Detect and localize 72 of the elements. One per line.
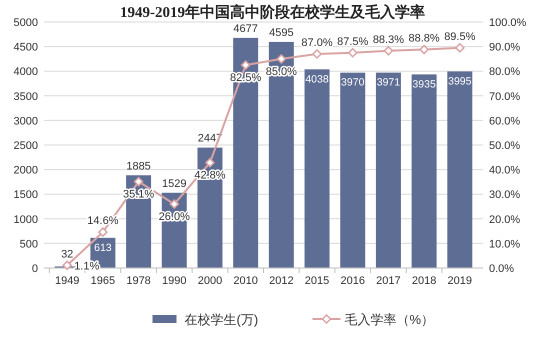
y2-tick-label: 80.0% <box>489 66 520 78</box>
x-tick-label: 2000 <box>198 275 222 287</box>
point <box>312 49 322 59</box>
y2-tick-label: 100.0% <box>489 17 527 29</box>
bar <box>447 71 472 268</box>
data-label: 88.8% <box>408 32 440 45</box>
point <box>240 60 250 70</box>
point <box>170 199 180 209</box>
y-tick-label: 1500 <box>14 189 38 202</box>
data-label: 4038 <box>305 73 329 86</box>
y-tick-label: 5000 <box>14 17 38 29</box>
y2-tick-label: 40.0% <box>489 164 520 177</box>
chart-title: 1949-2019年中国高中阶段在校学生及毛入学率 <box>120 3 425 21</box>
point <box>348 48 358 58</box>
data-label: 88.3% <box>372 34 404 46</box>
y-tick-label: 500 <box>20 238 38 250</box>
x-tick-label: 2019 <box>448 275 472 287</box>
y2-tick-label: 70.0% <box>489 90 520 103</box>
data-label: 3971 <box>376 76 400 89</box>
data-label: 3970 <box>341 76 365 89</box>
y-tick-label: 1000 <box>14 214 38 226</box>
bar <box>376 72 401 268</box>
x-tick-label: 2012 <box>269 275 294 287</box>
y-tick-label: 3000 <box>14 115 38 128</box>
y-tick-label: 2500 <box>14 140 38 152</box>
x-tick-label: 2010 <box>233 275 258 287</box>
data-label: 89.5% <box>444 30 476 43</box>
y-tick-label: 0 <box>32 263 38 275</box>
point <box>134 176 144 186</box>
point <box>455 43 465 53</box>
data-label: 1885 <box>126 160 151 172</box>
y-tick-label: 3500 <box>14 90 38 103</box>
y2-tick-label: 60.0% <box>489 115 520 128</box>
x-tick-label: 2018 <box>412 275 436 287</box>
data-label: 87.5% <box>337 36 369 48</box>
point <box>205 158 215 168</box>
x-tick-label: 1990 <box>162 275 187 287</box>
x-tick-label: 1965 <box>90 275 116 287</box>
x-tick-label: 1978 <box>126 275 151 287</box>
data-label: 32 <box>61 248 74 260</box>
data-label: 3995 <box>448 75 472 88</box>
data-label: 4677 <box>233 22 258 35</box>
y-tick-label: 4000 <box>14 66 38 78</box>
y2-tick-label: 20.0% <box>489 214 520 226</box>
x-tick-label: 2017 <box>376 275 401 287</box>
data-label: 14.6% <box>87 215 119 228</box>
y-tick-label: 2000 <box>14 164 38 177</box>
y2-tick-label: 0.0% <box>489 263 514 275</box>
bar <box>412 74 437 268</box>
y2-tick-label: 30.0% <box>489 189 520 202</box>
y2-tick-label: 10.0% <box>489 238 520 250</box>
legend-label: 在校学生(万) <box>184 312 258 327</box>
x-tick-label: 2016 <box>340 275 365 287</box>
bar <box>340 72 366 268</box>
point <box>98 227 108 237</box>
point <box>384 46 394 56</box>
data-label: 87.0% <box>301 36 333 49</box>
x-tick-label: 1949 <box>54 275 80 287</box>
data-label: 3935 <box>412 78 436 90</box>
data-label: 1.1% <box>74 260 100 272</box>
data-label: 1529 <box>162 178 187 190</box>
y-tick-label: 4500 <box>14 42 38 54</box>
point <box>62 260 72 270</box>
point <box>276 54 286 64</box>
y2-tick-label: 90.0% <box>489 42 520 54</box>
point <box>419 44 429 54</box>
legend-label: 毛入学率（%） <box>344 312 434 327</box>
bar <box>304 69 330 268</box>
x-tick-label: 2015 <box>304 275 330 287</box>
data-label: 613 <box>94 242 112 254</box>
y2-tick-label: 50.0% <box>489 140 520 152</box>
data-label: 4595 <box>269 26 294 39</box>
